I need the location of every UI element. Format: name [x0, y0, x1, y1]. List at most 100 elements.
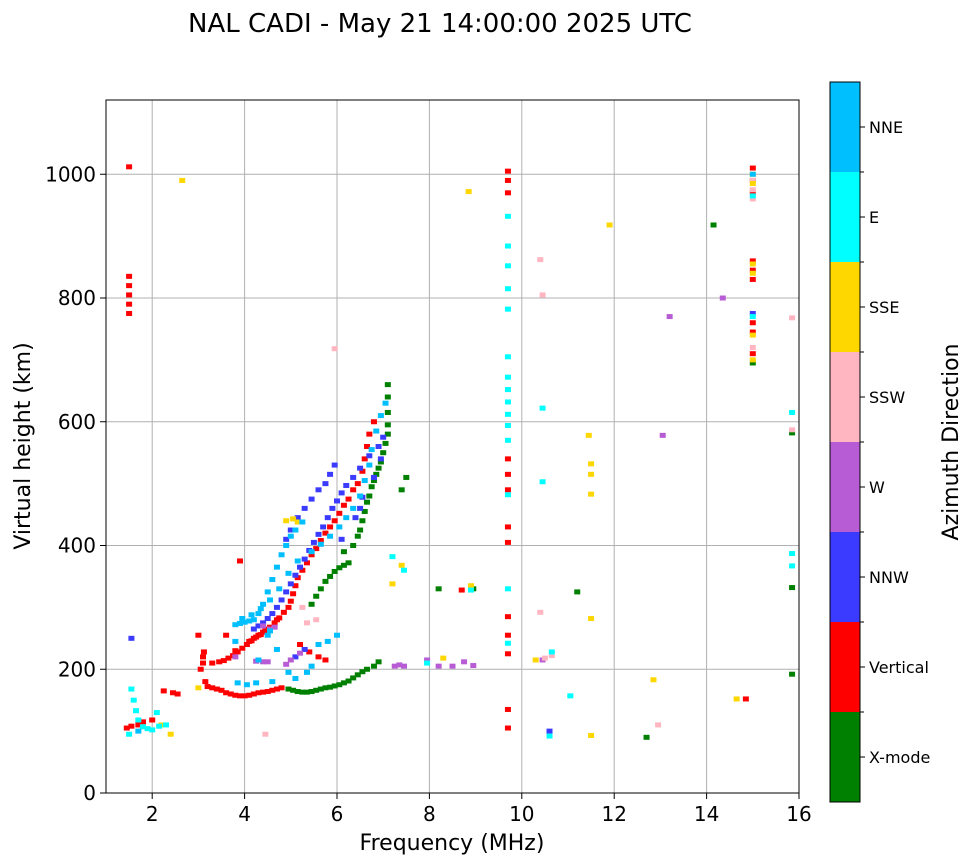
echo-point-nnw: [366, 453, 373, 459]
echo-point-nne: [273, 646, 280, 652]
echo-point-nne: [243, 682, 250, 688]
echo-point-vertical: [223, 690, 230, 696]
echo-point-vertical: [336, 510, 343, 516]
echo-point-vertical: [260, 689, 267, 695]
echo-point-nnw: [375, 444, 382, 449]
echo-point-nnw: [287, 581, 294, 587]
echo-point-vertical: [749, 165, 756, 171]
echo-point-vertical: [260, 629, 267, 635]
echo-point-e: [424, 660, 431, 666]
echo-point-w: [297, 650, 304, 656]
echo-point-x-mode: [749, 360, 756, 366]
echo-point-vertical: [327, 524, 334, 530]
echo-point-vertical: [331, 518, 338, 524]
echo-point-x-mode: [294, 689, 301, 695]
echo-point-vertical: [340, 502, 347, 508]
echo-point-nne: [287, 533, 294, 539]
echo-point-vertical: [223, 632, 230, 638]
echo-point-nne: [308, 549, 315, 555]
echo-point-nne: [239, 616, 246, 622]
echo-point-x-mode: [359, 669, 366, 675]
echo-point-x-mode: [313, 593, 320, 599]
echo-point-x-mode: [357, 527, 364, 533]
echo-point-nnw: [320, 524, 327, 530]
echo-point-nne: [327, 533, 334, 539]
echo-point-vertical: [308, 552, 315, 558]
echo-point-vertical: [315, 654, 322, 660]
echo-point-nnw: [292, 654, 299, 660]
echo-point-e: [139, 724, 146, 730]
colorbar-tick-label: SSE: [869, 298, 899, 317]
echo-point-nnw: [380, 434, 387, 440]
echo-point-vertical: [128, 723, 135, 729]
echo-point-nnw: [324, 515, 331, 521]
echo-point-vertical: [359, 468, 366, 474]
echo-point-nnw: [315, 487, 322, 493]
echo-point-e: [504, 492, 511, 498]
echo-point-vertical: [273, 617, 280, 623]
echo-point-vertical: [361, 456, 368, 462]
echo-point-nnw: [338, 490, 345, 496]
echo-point-vertical: [246, 692, 253, 698]
echo-point-e: [128, 686, 135, 692]
echo-point-vertical: [366, 431, 373, 437]
echo-point-vertical: [322, 657, 329, 663]
echo-point-vertical: [370, 419, 377, 425]
echo-point-x-mode: [340, 562, 347, 568]
echo-point-ssw: [537, 257, 544, 263]
echo-point-nne: [294, 558, 301, 564]
echo-point-nne: [283, 543, 290, 548]
x-tick-label: 6: [331, 802, 344, 826]
echo-point-x-mode: [340, 549, 347, 555]
echo-point-sse: [195, 685, 202, 691]
echo-point-e: [504, 286, 511, 292]
echo-point-ssw: [303, 620, 310, 626]
echo-point-x-mode: [361, 508, 368, 514]
echo-point-vertical: [322, 530, 329, 536]
echo-point-e: [567, 693, 574, 699]
echo-point-nnw: [287, 527, 294, 533]
echo-point-nnw: [297, 564, 304, 570]
echo-point-nnw: [128, 635, 135, 641]
echo-point-nne: [260, 601, 267, 607]
echo-point-ssw: [262, 731, 269, 737]
echo-point-x-mode: [345, 560, 352, 566]
echo-point-vertical: [123, 725, 130, 731]
echo-point-w: [424, 657, 431, 663]
echo-point-vertical: [749, 320, 756, 326]
echo-point-nnw: [352, 515, 359, 521]
echo-point-nne: [248, 612, 255, 618]
colorbar-frame: [829, 81, 861, 803]
echo-point-vertical: [504, 725, 511, 731]
colorbar-label: Azimuth Direction: [939, 343, 964, 540]
echo-point-nne: [250, 617, 257, 623]
echo-point-nne: [246, 618, 253, 624]
echo-point-sse: [588, 491, 595, 497]
echo-point-x-mode: [710, 222, 717, 228]
echo-point-e: [789, 409, 796, 415]
y-tick-label: 0: [83, 781, 96, 805]
echo-point-e: [135, 717, 142, 723]
echo-point-nnw: [377, 456, 384, 462]
echo-point-vertical: [139, 719, 146, 725]
echo-point-w: [435, 663, 442, 669]
echo-point-e: [133, 708, 140, 714]
echo-point-nnw: [357, 505, 364, 511]
echo-point-x-mode: [308, 601, 315, 607]
echo-point-vertical: [236, 558, 243, 564]
echo-point-x-mode: [359, 518, 366, 524]
colorbar-ticks: X-mode Vertical NNW W SSW SSE E NNE: [860, 118, 930, 767]
echo-point-vertical: [749, 329, 756, 335]
echo-point-nne: [278, 552, 285, 558]
echo-point-vertical: [504, 632, 511, 638]
echo-point-e: [467, 587, 474, 593]
echo-point-x-mode: [384, 431, 391, 437]
echo-point-nnw: [334, 498, 340, 504]
echo-point-vertical: [195, 632, 202, 638]
echo-point-vertical: [241, 693, 248, 699]
echo-point-e: [504, 640, 511, 646]
echo-point-vertical: [749, 351, 756, 357]
echo-point-nnw: [278, 597, 285, 603]
y-tick-label: 1000: [45, 162, 96, 186]
